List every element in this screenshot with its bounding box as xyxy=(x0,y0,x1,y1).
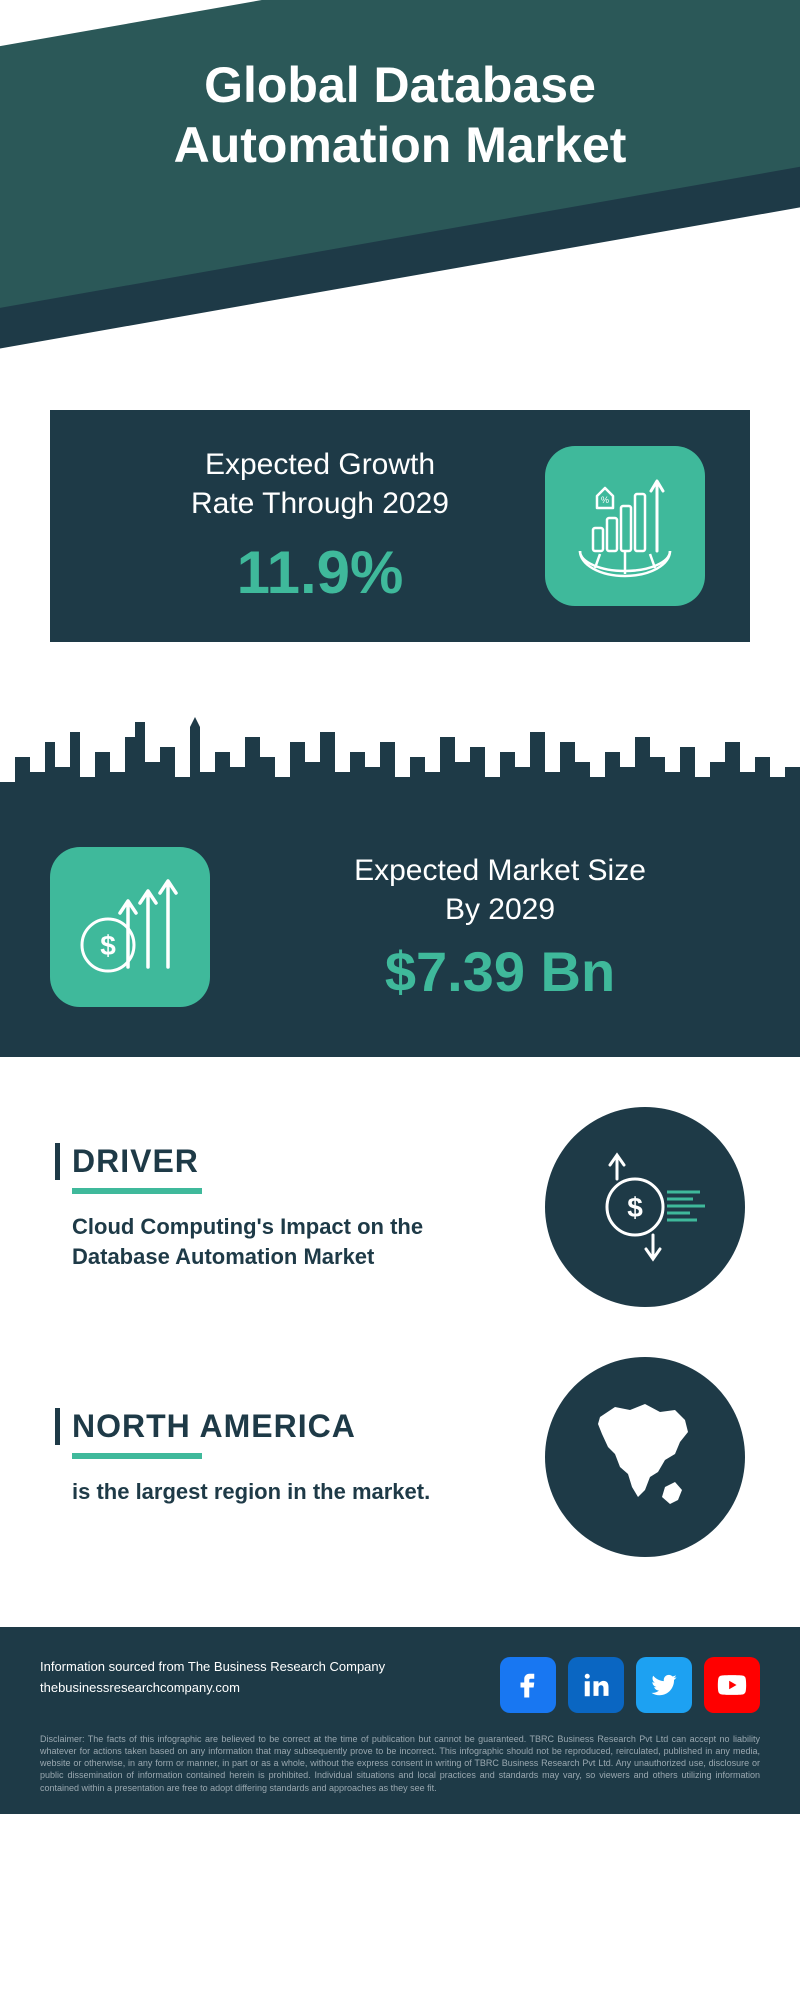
footer: Information sourced from The Business Re… xyxy=(0,1627,800,1814)
footer-top: Information sourced from The Business Re… xyxy=(40,1657,760,1713)
region-underline xyxy=(72,1453,202,1459)
footer-source: Information sourced from The Business Re… xyxy=(40,1657,385,1699)
growth-chart-icon: % xyxy=(545,446,705,606)
market-size-label: Expected Market Size By 2029 xyxy=(250,851,750,929)
driver-underline xyxy=(72,1188,202,1194)
region-text: NORTH AMERICA is the largest region in t… xyxy=(55,1408,515,1507)
header: Global Database Automation Market xyxy=(0,0,800,410)
driver-body: Cloud Computing's Impact on the Database… xyxy=(55,1212,515,1271)
facebook-icon[interactable] xyxy=(500,1657,556,1713)
linkedin-icon[interactable] xyxy=(568,1657,624,1713)
dollar-growth-icon: $ xyxy=(50,847,210,1007)
driver-heading: DRIVER xyxy=(55,1143,515,1180)
growth-section: Expected Growth Rate Through 2029 11.9% … xyxy=(50,410,750,642)
market-size-text: Expected Market Size By 2029 $7.39 Bn xyxy=(250,851,750,1004)
infographic: Global Database Automation Market Expect… xyxy=(0,0,800,1814)
page-title: Global Database Automation Market xyxy=(0,55,800,175)
market-size-section: $ Expected Market Size By 2029 $7.39 Bn xyxy=(0,822,800,1057)
twitter-icon[interactable] xyxy=(636,1657,692,1713)
title-line1: Global Database xyxy=(204,57,596,113)
region-body: is the largest region in the market. xyxy=(55,1477,515,1507)
disclaimer-text: Disclaimer: The facts of this infographi… xyxy=(40,1733,760,1794)
svg-text:$: $ xyxy=(100,930,116,961)
youtube-icon[interactable] xyxy=(704,1657,760,1713)
growth-text-block: Expected Growth Rate Through 2029 11.9% xyxy=(95,445,545,607)
city-skyline-icon xyxy=(0,682,800,822)
data-transfer-icon: $ xyxy=(545,1107,745,1307)
social-links xyxy=(500,1657,760,1713)
title-line2: Automation Market xyxy=(174,117,627,173)
region-heading: NORTH AMERICA xyxy=(55,1408,515,1445)
driver-text: DRIVER Cloud Computing's Impact on the D… xyxy=(55,1143,515,1271)
north-america-map-icon xyxy=(545,1357,745,1557)
svg-text:$: $ xyxy=(627,1192,643,1223)
svg-text:%: % xyxy=(601,495,609,505)
growth-value: 11.9% xyxy=(95,538,545,607)
growth-label: Expected Growth Rate Through 2029 xyxy=(95,445,545,523)
region-section: NORTH AMERICA is the largest region in t… xyxy=(55,1357,745,1557)
driver-section: DRIVER Cloud Computing's Impact on the D… xyxy=(55,1107,745,1307)
market-size-value: $7.39 Bn xyxy=(250,939,750,1004)
